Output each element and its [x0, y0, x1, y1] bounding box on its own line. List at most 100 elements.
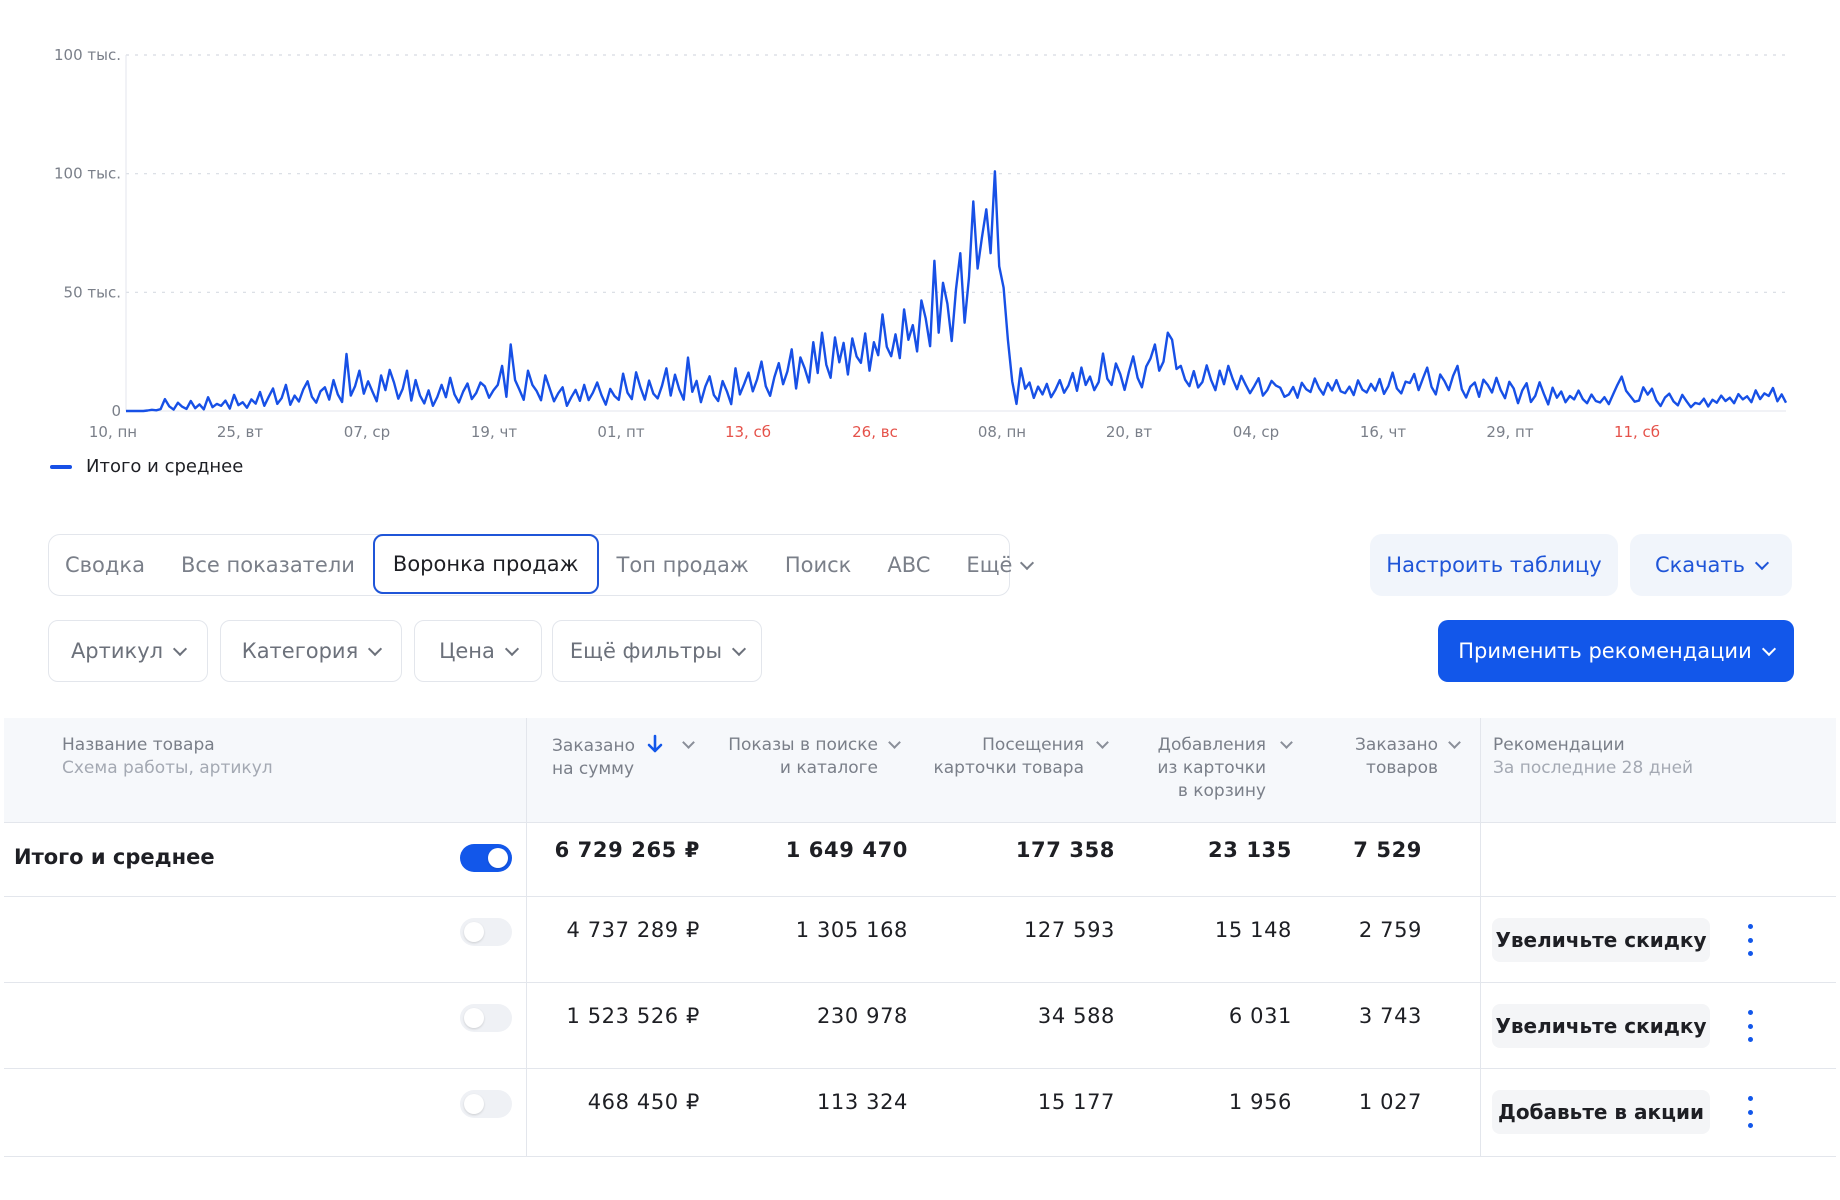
more-options-icon[interactable]	[1740, 924, 1760, 956]
filter-more[interactable]: Ещё фильтры	[552, 620, 762, 682]
x-tick-label: 11, сб	[1614, 423, 1660, 441]
header-impressions[interactable]: Показы в поиске и каталоге	[724, 734, 901, 780]
configure-table-label: Настроить таблицу	[1386, 553, 1602, 577]
row-divider	[4, 822, 1836, 823]
filter-article[interactable]: Артикул	[48, 620, 208, 682]
chevron-down-icon	[504, 641, 519, 656]
row-ordered-items: 1 027	[1358, 1090, 1422, 1114]
apply-recommendations-button[interactable]: Применить рекомендации	[1438, 620, 1794, 682]
column-divider	[1480, 718, 1481, 1156]
x-tick-label: 16, чт	[1360, 423, 1406, 441]
more-options-icon[interactable]	[1740, 1096, 1760, 1128]
x-tick-label: 25, вт	[217, 423, 263, 441]
header-product-name[interactable]: Название товара Схема работы, артикул	[62, 734, 273, 780]
tab-more[interactable]: Ещё	[948, 535, 1050, 595]
header-product-name-sub: Схема работы, артикул	[62, 758, 273, 778]
total-ordered-items: 7 529	[1353, 838, 1422, 862]
row-toggle[interactable]	[460, 1004, 512, 1032]
total-card-visits: 177 358	[1015, 838, 1115, 862]
header-ordered-sum-line1: Заказано	[552, 734, 664, 758]
y-tick-label: 100 тыс.	[54, 165, 121, 183]
row-ordered-sum: 1 523 526 ₽	[566, 1004, 700, 1028]
total-row-toggle[interactable]	[460, 844, 512, 872]
x-tick-label: 19, чт	[471, 423, 517, 441]
row-ordered-items: 2 759	[1358, 918, 1422, 942]
toggle-knob	[464, 1094, 484, 1114]
header-impressions-line2: и каталоге	[779, 758, 878, 778]
header-recommendations-label: Рекомендации	[1493, 735, 1625, 755]
chevron-down-icon	[368, 641, 383, 656]
total-impressions: 1 649 470	[785, 838, 908, 862]
tab-summary[interactable]: Сводка	[65, 553, 145, 577]
column-divider	[526, 718, 527, 1156]
filter-category-label: Категория	[241, 639, 359, 663]
header-ordered-items[interactable]: Заказано товаров	[1330, 734, 1461, 780]
x-tick-label: 01, пт	[597, 423, 644, 441]
row-divider	[4, 1068, 1836, 1069]
row-ordered-items: 3 743	[1358, 1004, 1422, 1028]
header-recommendations-sub: За последние 28 дней	[1493, 758, 1694, 778]
download-label: Скачать	[1654, 553, 1746, 577]
row-divider	[4, 1156, 1836, 1157]
header-card-visits[interactable]: Посещения карточки товара	[926, 734, 1109, 780]
download-button[interactable]: Скачать	[1630, 534, 1792, 596]
tab-abc[interactable]: ABC	[887, 553, 931, 577]
header-card-visits-line1: Посещения	[982, 735, 1084, 755]
chevron-down-icon	[172, 641, 188, 656]
filter-article-label: Артикул	[70, 639, 164, 663]
x-tick-label: 07, ср	[344, 423, 390, 441]
filter-price[interactable]: Цена	[414, 620, 542, 682]
row-toggle[interactable]	[460, 918, 512, 946]
header-cart-adds[interactable]: Добавления из карточки в корзину	[1134, 734, 1293, 803]
configure-table-button[interactable]: Настроить таблицу	[1370, 534, 1618, 596]
row-ordered-sum: 468 450 ₽	[587, 1090, 700, 1114]
x-tick-label: 04, ср	[1233, 423, 1279, 441]
x-tick-label: 29, пт	[1486, 423, 1533, 441]
row-impressions: 113 324	[816, 1090, 908, 1114]
row-card-visits: 127 593	[1023, 918, 1115, 942]
total-cart-adds: 23 135	[1208, 838, 1292, 862]
tab-all-metrics[interactable]: Все показатели	[180, 553, 355, 577]
chevron-down-icon	[1020, 555, 1035, 570]
header-ordered-sum-label: Заказано	[552, 736, 635, 756]
header-cart-adds-line3: в корзину	[1177, 781, 1266, 801]
sales-line-chart: 0 50 тыс. 100 тыс. 100 тыс. 10, пн 25, вт 07, …	[54, 46, 1788, 441]
header-recommendations: Рекомендации За последние 28 дней	[1493, 734, 1693, 780]
more-options-icon[interactable]	[1740, 1010, 1760, 1042]
row-ordered-sum: 4 737 289 ₽	[566, 918, 700, 942]
row-impressions: 1 305 168	[795, 918, 908, 942]
chevron-down-icon	[732, 641, 747, 656]
tab-search[interactable]: Поиск	[784, 553, 852, 577]
toggle-knob	[464, 1008, 484, 1028]
recommendation-button[interactable]: Добавьте в акции	[1492, 1090, 1710, 1134]
row-impressions: 230 978	[816, 1004, 908, 1028]
recommendation-button[interactable]: Увеличьте скидку	[1492, 1004, 1710, 1048]
total-row-label: Итого и среднее	[14, 845, 215, 869]
filter-category[interactable]: Категория	[220, 620, 402, 682]
row-cart-adds: 15 148	[1214, 918, 1292, 942]
filter-more-label: Ещё фильтры	[569, 639, 723, 663]
header-ordered-items-line1: Заказано	[1355, 735, 1438, 755]
chevron-down-icon	[1761, 641, 1776, 656]
recommendation-button[interactable]: Увеличьте скидку	[1492, 918, 1710, 962]
header-card-visits-line2: карточки товара	[933, 758, 1085, 778]
series-line	[126, 170, 1788, 413]
total-ordered-sum: 6 729 265 ₽	[554, 838, 700, 862]
chart-legend: Итого и среднее	[50, 456, 243, 477]
header-product-name-label: Название товара	[62, 735, 215, 755]
header-ordered-sum[interactable]: Заказано на сумму	[552, 734, 695, 781]
report-tabs: Сводка Все показатели Воронка продаж Топ…	[48, 534, 1035, 596]
sort-desc-arrow-icon[interactable]	[646, 734, 664, 754]
x-tick-label: 10, пн	[89, 423, 137, 441]
x-tick-label: 20, вт	[1106, 423, 1152, 441]
toggle-knob	[488, 848, 508, 868]
x-tick-label: 08, пн	[978, 423, 1026, 441]
tab-sales-funnel[interactable]: Воронка продаж	[372, 534, 599, 594]
tab-top-sales[interactable]: Топ продаж	[616, 553, 749, 577]
tab-more-label: Ещё	[966, 553, 1013, 577]
legend-line-marker	[50, 464, 72, 469]
row-card-visits: 15 177	[1037, 1090, 1115, 1114]
row-cart-adds: 6 031	[1228, 1004, 1292, 1028]
header-impressions-line1: Показы в поиске	[728, 735, 878, 755]
row-toggle[interactable]	[460, 1090, 512, 1118]
